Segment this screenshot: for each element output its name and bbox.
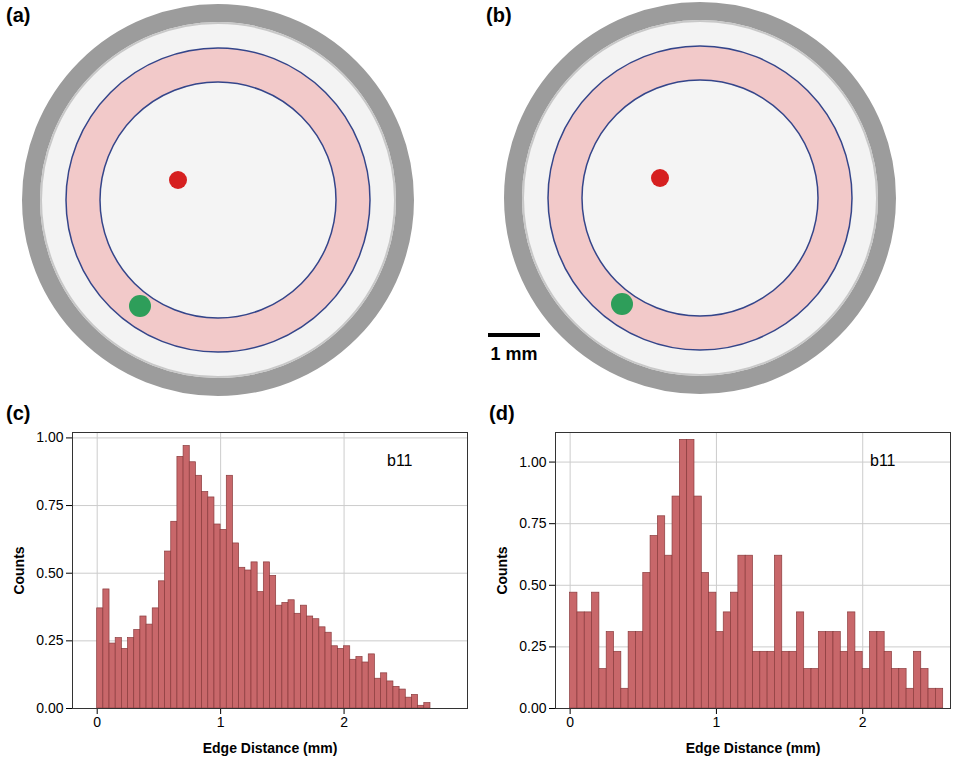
svg-text:Counts: Counts (11, 546, 27, 594)
svg-text:0.50: 0.50 (36, 565, 63, 581)
svg-text:2: 2 (859, 714, 867, 730)
svg-text:(a): (a) (6, 4, 30, 26)
svg-text:1: 1 (713, 714, 721, 730)
svg-text:1.00: 1.00 (36, 429, 63, 445)
svg-text:0.00: 0.00 (36, 700, 63, 716)
svg-text:b11: b11 (870, 452, 896, 469)
svg-text:Edge Distance (mm): Edge Distance (mm) (203, 740, 338, 756)
html-text:(d): (d) (489, 402, 515, 424)
svg-text:0.75: 0.75 (519, 515, 546, 531)
svg-text:0: 0 (93, 714, 101, 730)
svg-text:0.75: 0.75 (36, 497, 63, 513)
svg-text:1 mm: 1 mm (490, 344, 537, 364)
svg-text:0.25: 0.25 (519, 638, 546, 654)
svg-text:Edge Distance (mm): Edge Distance (mm) (686, 740, 821, 756)
svg-text:2: 2 (340, 714, 348, 730)
svg-text:Counts: Counts (494, 546, 510, 594)
svg-text:0.00: 0.00 (519, 700, 546, 716)
svg-text:(b): (b) (486, 4, 512, 26)
svg-text:0.25: 0.25 (36, 632, 63, 648)
svg-text:b11: b11 (387, 452, 413, 469)
svg-text:0: 0 (566, 714, 574, 730)
html-text:(c): (c) (6, 402, 31, 424)
svg-text:1: 1 (217, 714, 225, 730)
svg-text:1.00: 1.00 (519, 454, 546, 470)
svg-text:0.50: 0.50 (519, 577, 546, 593)
